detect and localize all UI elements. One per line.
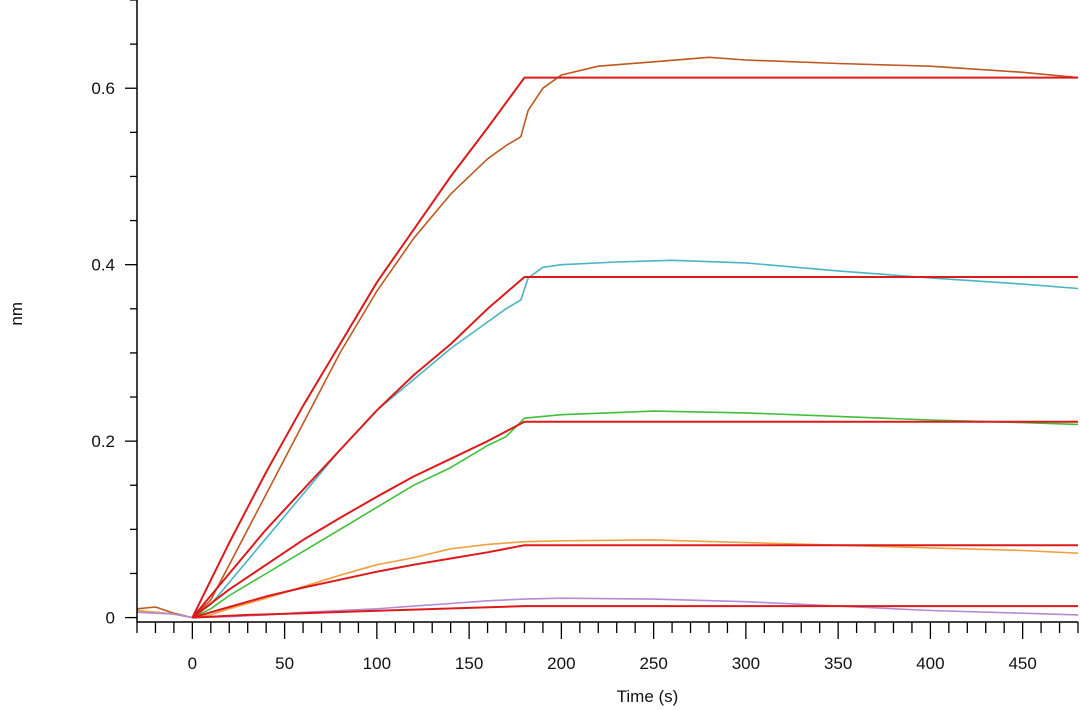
y-axis-ticks: 0 0.2 0.4 0.6	[91, 0, 137, 628]
fit-curve-line	[191, 420, 1078, 619]
measured-series-line	[136, 259, 1079, 619]
x-tick-label: 350	[824, 654, 852, 673]
fit-curve-line	[191, 276, 1078, 619]
x-axis-title: Time (s)	[617, 687, 679, 706]
y-axis-title: nm	[7, 302, 26, 326]
y-tick-label: 0.4	[91, 256, 115, 275]
y-tick-label: 0	[106, 609, 115, 628]
x-tick-label: 400	[916, 654, 944, 673]
x-tick-label: 200	[547, 654, 575, 673]
y-tick-label: 0.2	[91, 432, 115, 451]
y-tick-label: 0.6	[91, 79, 115, 98]
fit-curve-line	[192, 605, 1078, 619]
x-tick-label: 0	[188, 654, 197, 673]
x-tick-label: 450	[1008, 654, 1036, 673]
fit-curve-line	[191, 76, 1078, 619]
measured-series-line	[136, 56, 1079, 619]
x-tick-label: 300	[732, 654, 760, 673]
x-tick-label: 150	[455, 654, 483, 673]
x-axis-ticks: 0 50 100 150 200 250 300 350 400 450	[136, 622, 1079, 673]
x-tick-label: 100	[363, 654, 391, 673]
series-layer	[136, 56, 1079, 619]
measured-series-line	[136, 410, 1079, 619]
fit-curve-line	[192, 544, 1078, 619]
x-tick-label: 250	[639, 654, 667, 673]
x-tick-label: 50	[275, 654, 294, 673]
